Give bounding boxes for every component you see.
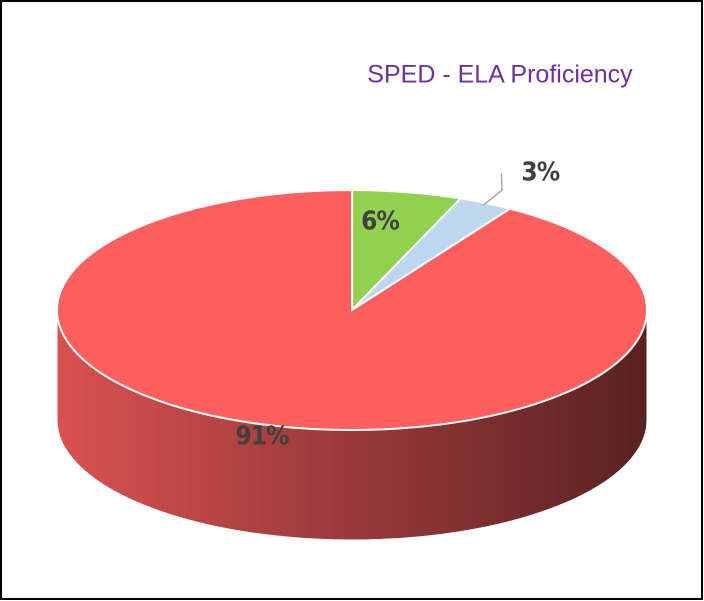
chart-title: SPED - ELA Proficiency (367, 61, 633, 89)
data-label: 91% (236, 422, 290, 452)
pie-slice (56, 188, 648, 431)
leader-line (482, 173, 503, 206)
data-label: 6% (361, 207, 399, 237)
data-label: 3% (521, 158, 559, 188)
